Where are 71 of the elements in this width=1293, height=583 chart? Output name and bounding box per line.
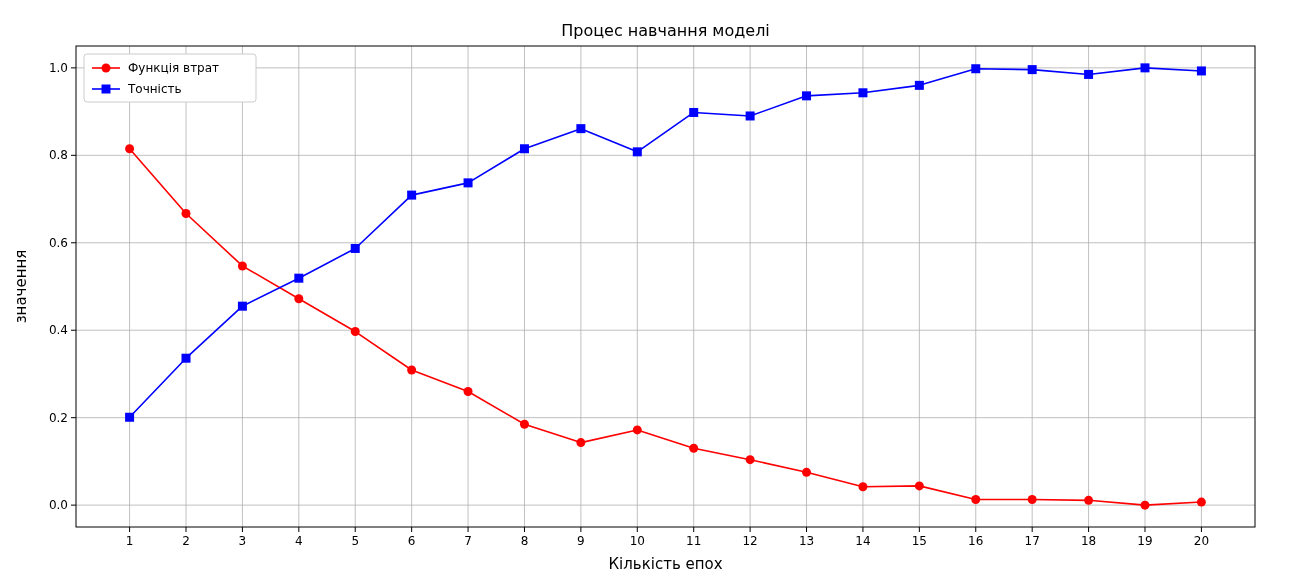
y-tick-label: 0.0: [48, 498, 68, 513]
x-tick-label: 13: [798, 534, 815, 548]
point: [971, 64, 981, 74]
point: [576, 124, 586, 134]
point: [125, 412, 135, 422]
point: [1196, 497, 1206, 507]
point: [632, 425, 642, 435]
point: [914, 481, 924, 491]
point: [576, 438, 586, 448]
x-tick-label: 15: [911, 534, 927, 548]
chart-title: Процес навчання моделі: [561, 21, 770, 40]
point: [689, 443, 699, 453]
y-tick-label: 1.0: [48, 60, 68, 75]
x-tick-label: 2: [182, 534, 190, 548]
point: [1027, 65, 1037, 75]
x-tick-label: 3: [238, 534, 247, 548]
point: [914, 80, 924, 90]
x-tick-label: 1: [125, 534, 134, 548]
point: [350, 327, 360, 337]
point: [237, 261, 247, 271]
x-tick-label: 6: [407, 534, 416, 548]
point: [1084, 69, 1094, 79]
point: [1084, 495, 1094, 505]
point: [350, 243, 360, 253]
point: [407, 365, 417, 375]
point: [689, 107, 699, 117]
point: [294, 273, 304, 283]
point: [802, 91, 812, 101]
x-tick-label: 7: [464, 534, 472, 548]
point: [519, 144, 529, 154]
point: [237, 301, 247, 311]
point: [181, 208, 191, 218]
point: [1140, 63, 1150, 73]
point: [125, 144, 135, 154]
x-tick-label: 20: [1193, 534, 1210, 548]
point: [181, 353, 191, 363]
point: [632, 147, 642, 157]
x-tick-label: 14: [855, 534, 871, 548]
y-tick-label: 0.6: [48, 235, 68, 250]
x-tick-label: 11: [686, 534, 702, 548]
x-tick-label: 18: [1080, 534, 1097, 548]
x-tick-label: 4: [295, 534, 303, 548]
x-tick-label: 5: [351, 534, 360, 548]
point: [519, 419, 529, 429]
x-tick-label: 10: [629, 534, 645, 548]
x-tick-label: 12: [742, 534, 758, 548]
point: [745, 455, 755, 465]
x-tick-label: 19: [1137, 534, 1153, 548]
x-tick-label: 17: [1024, 534, 1040, 548]
point: [463, 386, 473, 396]
legend-label: Функція втрат: [128, 61, 220, 75]
x-axis-title: Кількість епох: [608, 555, 723, 573]
point: [858, 482, 868, 492]
point: [802, 467, 812, 477]
point: [745, 111, 755, 121]
point: [1027, 494, 1037, 504]
y-tick-label: 0.8: [48, 148, 68, 163]
point: [971, 494, 981, 504]
point: [858, 88, 868, 98]
point: [1196, 66, 1206, 76]
point: [407, 190, 417, 200]
y-tick-label: 0.2: [48, 410, 68, 425]
legend-label: Точність: [127, 82, 182, 96]
x-tick-label: 8: [520, 534, 529, 548]
y-tick-label: 0.4: [48, 323, 68, 338]
y-axis-title: значення: [12, 249, 30, 324]
x-tick-label: 9: [577, 534, 585, 548]
x-tick-label: 16: [968, 534, 984, 548]
point: [1140, 500, 1150, 510]
point: [294, 294, 304, 304]
point: [463, 178, 473, 188]
